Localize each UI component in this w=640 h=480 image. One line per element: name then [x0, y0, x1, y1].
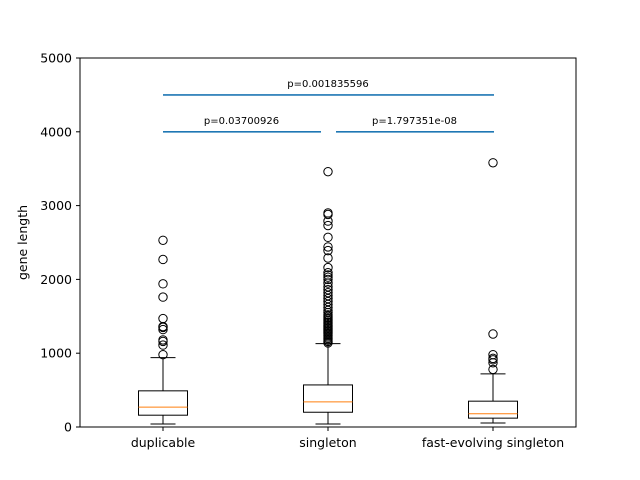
boxes-layer — [138, 158, 518, 425]
outlier-point — [158, 340, 168, 350]
outlier-point — [158, 349, 168, 360]
outlier-point — [323, 270, 333, 280]
box-1 — [138, 235, 188, 425]
outlier-point — [323, 245, 333, 256]
x-tick-label: singleton — [299, 435, 356, 450]
outlier-point — [323, 282, 333, 292]
p-value-label: p=1.797351e-08 — [372, 116, 457, 127]
outlier-point — [323, 287, 333, 298]
y-tick-label: 1000 — [40, 346, 72, 361]
iqr-box — [138, 390, 188, 416]
outlier-point — [323, 166, 333, 177]
outlier-point — [488, 364, 498, 375]
outlier-point — [488, 329, 498, 339]
y-tick-label: 5000 — [40, 51, 72, 66]
box-2 — [303, 166, 353, 425]
outlier-point — [323, 242, 333, 252]
y-tick-label: 2000 — [40, 272, 72, 287]
y-axis-label: gene length — [15, 205, 30, 280]
x-tick-label: duplicable — [131, 435, 196, 450]
outlier-point — [323, 208, 333, 218]
outlier-point — [158, 292, 168, 302]
outlier-point — [158, 254, 168, 265]
outlier-point — [323, 220, 333, 231]
axes-layer: 0 1000 2000 3000 4000 5000 duplicable singleton… — [40, 51, 564, 451]
iqr-box — [468, 400, 518, 419]
p-value-label: p=0.001835596 — [287, 79, 369, 90]
outlier-point — [323, 253, 333, 263]
box-3 — [468, 158, 518, 424]
y-tick-label: 0 — [64, 420, 72, 435]
outlier-point — [488, 158, 498, 168]
outlier-point — [323, 272, 333, 282]
outlier-point — [158, 324, 168, 335]
outlier-point — [323, 232, 333, 243]
outlier-point — [158, 322, 168, 333]
outlier-point — [158, 313, 168, 324]
outlier-point — [488, 353, 498, 364]
outlier-point — [323, 268, 333, 278]
outlier-point — [323, 274, 333, 285]
outlier-point — [323, 262, 333, 273]
y-tick-label: 3000 — [40, 198, 72, 213]
x-tick-label: fast-evolving singleton — [422, 435, 564, 450]
outlier-point — [323, 310, 333, 320]
annotations-layer: p=0.001835596 p=0.03700926 p=1.797351e-08 — [163, 79, 494, 133]
outlier-point — [488, 349, 498, 360]
outlier-point — [158, 235, 168, 245]
p-value-label: p=0.03700926 — [204, 116, 279, 127]
outlier-point — [323, 285, 333, 295]
iqr-box — [303, 384, 353, 413]
y-tick-label: 4000 — [40, 124, 72, 139]
outlier-point — [158, 279, 168, 289]
outlier-point — [158, 335, 168, 345]
